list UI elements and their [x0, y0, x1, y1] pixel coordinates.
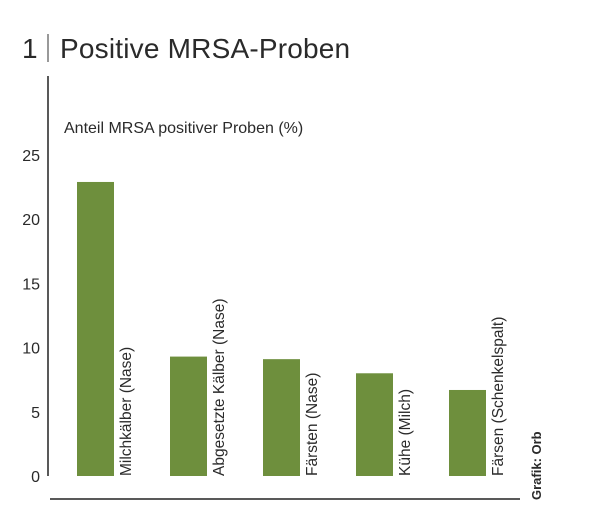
bar	[77, 181, 114, 477]
credit-label: Grafik: Orb	[529, 431, 544, 500]
category-label: Abgesetzte Kälber (Nase)	[211, 299, 228, 476]
bars	[77, 181, 486, 477]
chart-title-number: 1	[22, 33, 38, 64]
y-tick-label: 15	[22, 276, 40, 293]
category-label: Kühe (Milch)	[397, 389, 414, 476]
y-tick-label: 10	[22, 341, 40, 358]
y-tick-label: 5	[31, 405, 40, 422]
bar	[263, 359, 300, 476]
bar	[170, 356, 207, 476]
y-tick-labels: 0 5 10 15 20 25	[22, 148, 40, 486]
category-label: Milchkälber (Nase)	[118, 347, 135, 476]
category-label: Färsten (Nase)	[304, 373, 321, 476]
category-labels: Milchkälber (Nase) Abgesetzte Kälber (Nas…	[118, 299, 507, 476]
y-tick-label: 20	[22, 212, 40, 229]
chart-title: Positive MRSA-Proben	[60, 33, 350, 64]
bar	[356, 373, 393, 476]
y-tick-label: 0	[31, 469, 40, 486]
y-axis-label: Anteil MRSA positiver Proben (%)	[64, 120, 303, 137]
category-label: Färsen (Schenkelspalt)	[490, 317, 507, 476]
bar	[449, 389, 486, 476]
y-tick-label: 25	[22, 148, 40, 165]
